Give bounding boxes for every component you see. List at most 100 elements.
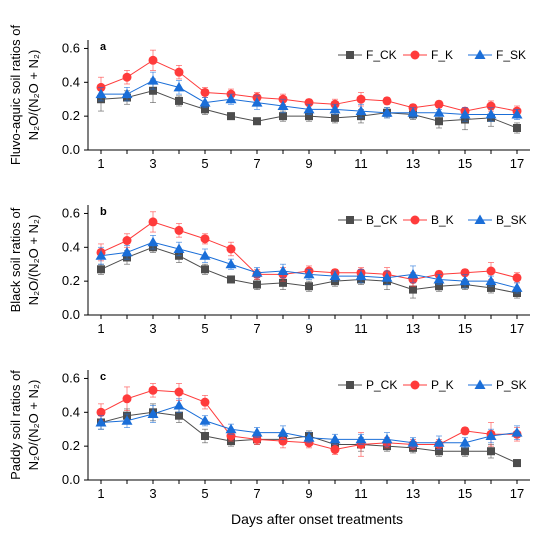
data-point-f-ck xyxy=(435,117,443,126)
data-point-p-ck xyxy=(487,447,495,456)
data-point-p-sk xyxy=(485,430,497,440)
data-point-f-k xyxy=(148,55,158,65)
data-point-p-k xyxy=(96,407,106,417)
data-point-b-sk xyxy=(355,270,367,281)
data-point-f-ck xyxy=(253,117,261,126)
legend-marker-p-k xyxy=(410,380,420,390)
y-tick-label: 0.0 xyxy=(62,472,80,487)
data-point-b-sk xyxy=(251,267,263,277)
data-point-f-sk xyxy=(121,88,133,99)
data-point-b-ck xyxy=(305,282,313,291)
data-point-p-k xyxy=(226,431,236,441)
data-point-b-k xyxy=(460,268,470,278)
legend-marker-f-sk xyxy=(474,49,486,59)
x-tick-label: 9 xyxy=(305,321,312,336)
legend-label-p-ck: P_CK xyxy=(366,378,397,392)
data-point-p-sk xyxy=(303,432,315,442)
data-point-f-sk xyxy=(199,97,211,107)
data-point-p-sk xyxy=(95,416,107,427)
data-point-p-k xyxy=(122,394,132,404)
data-point-b-sk xyxy=(225,258,237,269)
data-point-b-ck xyxy=(227,275,235,284)
x-tick-label: 7 xyxy=(253,486,260,501)
legend-marker-f-k xyxy=(410,50,420,60)
data-point-b-sk xyxy=(199,250,211,260)
legend-marker-b-ck xyxy=(346,216,354,224)
panel-letter: a xyxy=(100,41,107,53)
data-point-p-sk xyxy=(355,433,367,444)
x-tick-label: 3 xyxy=(149,486,156,501)
data-point-f-ck xyxy=(149,86,157,95)
x-tick-label: 1 xyxy=(97,156,104,171)
y-tick-label: 0.4 xyxy=(62,239,80,254)
y-axis-title: Black soil ratios of xyxy=(8,207,23,312)
legend-marker-p-sk xyxy=(474,379,486,389)
x-tick-label: 11 xyxy=(354,156,368,171)
x-tick-label: 9 xyxy=(305,156,312,171)
x-tick-label: 13 xyxy=(406,156,420,171)
data-point-f-sk xyxy=(251,97,263,107)
data-point-b-k xyxy=(512,273,522,283)
data-point-f-ck xyxy=(305,112,313,121)
data-point-b-k xyxy=(174,225,184,235)
data-point-f-ck xyxy=(175,96,183,105)
x-tick-label: 5 xyxy=(201,321,208,336)
data-point-f-sk xyxy=(459,108,471,119)
data-point-b-ck xyxy=(253,280,261,289)
data-point-b-sk xyxy=(485,275,497,286)
data-point-p-k xyxy=(252,434,262,444)
data-point-f-ck xyxy=(331,113,339,122)
data-point-f-ck xyxy=(227,112,235,121)
x-tick-label: 1 xyxy=(97,486,104,501)
data-point-b-ck xyxy=(409,285,417,294)
data-point-b-ck xyxy=(279,278,287,287)
data-point-p-sk xyxy=(381,433,393,444)
data-point-p-k xyxy=(278,436,288,446)
data-point-p-sk xyxy=(121,415,133,425)
y-tick-label: 0.6 xyxy=(62,370,80,385)
data-point-p-sk xyxy=(433,437,445,447)
legend-label-b-ck: B_CK xyxy=(366,213,397,227)
data-point-p-ck xyxy=(201,432,209,440)
data-point-f-sk xyxy=(485,108,497,119)
data-point-f-k xyxy=(382,96,392,106)
data-point-b-k xyxy=(200,234,210,244)
data-point-b-sk xyxy=(433,273,445,284)
data-point-p-k xyxy=(330,445,340,455)
x-tick-label: 15 xyxy=(458,321,472,336)
data-point-p-sk xyxy=(511,427,523,437)
legend-marker-b-k xyxy=(410,215,420,225)
x-tick-label: 17 xyxy=(510,156,524,171)
x-tick-label: 3 xyxy=(149,321,156,336)
data-point-b-sk xyxy=(121,246,133,257)
x-tick-label: 1 xyxy=(97,321,104,336)
x-tick-label: 15 xyxy=(458,156,472,171)
data-point-f-sk xyxy=(225,93,237,104)
data-point-b-sk xyxy=(173,243,185,253)
data-point-b-ck xyxy=(201,265,209,274)
data-point-p-sk xyxy=(225,423,237,434)
data-point-f-sk xyxy=(277,100,289,110)
data-point-f-k xyxy=(174,67,184,77)
data-point-b-sk xyxy=(381,272,393,282)
y-tick-label: 0.6 xyxy=(62,205,80,220)
x-axis-title: Days after onset treatments xyxy=(231,511,403,527)
legend-label-f-sk: F_SK xyxy=(496,48,526,62)
legend-label-b-k: B_K xyxy=(431,213,454,227)
data-point-b-ck xyxy=(487,283,495,292)
data-point-b-sk xyxy=(147,236,159,247)
x-tick-label: 9 xyxy=(305,486,312,501)
data-point-f-sk xyxy=(147,75,159,85)
data-point-b-sk xyxy=(303,268,315,279)
data-point-b-k xyxy=(148,217,158,227)
y-tick-label: 0.2 xyxy=(62,438,80,453)
data-point-b-k xyxy=(486,266,496,276)
y-axis-title-formula: N₂O/(N₂O + N₂) xyxy=(26,215,41,306)
y-axis-title: Fluvo-aquic soil ratios of xyxy=(8,25,23,166)
data-point-b-sk xyxy=(95,250,107,260)
data-point-b-sk xyxy=(277,265,289,275)
legend-marker-f-ck xyxy=(346,51,354,59)
data-point-p-sk xyxy=(199,415,211,425)
data-point-p-sk xyxy=(147,408,159,418)
data-point-b-sk xyxy=(459,275,471,286)
